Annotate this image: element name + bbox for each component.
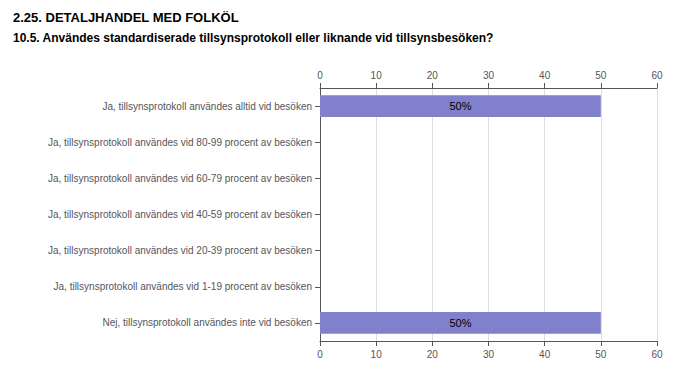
svg-text:60: 60 (651, 70, 663, 81)
svg-text:Ja, tillsynsprotokoll användes: Ja, tillsynsprotokoll användes vid 40-59… (48, 209, 312, 220)
svg-text:Ja, tillsynsprotokoll användes: Ja, tillsynsprotokoll användes vid 20-39… (48, 245, 312, 256)
svg-text:60: 60 (651, 349, 663, 360)
svg-text:50%: 50% (449, 100, 471, 112)
svg-text:2.25. DETALJHANDEL MED FOLKÖL: 2.25. DETALJHANDEL MED FOLKÖL (13, 10, 239, 25)
svg-text:30: 30 (483, 70, 495, 81)
svg-text:Nej, tillsynsprotokoll använde: Nej, tillsynsprotokoll användes inte vid… (102, 317, 312, 328)
svg-text:0: 0 (317, 349, 323, 360)
svg-text:50: 50 (595, 70, 607, 81)
svg-text:40: 40 (539, 70, 551, 81)
svg-text:Ja, tillsynsprotokoll användes: Ja, tillsynsprotokoll användes vid 80-99… (48, 137, 312, 148)
svg-text:10: 10 (371, 349, 383, 360)
svg-text:10.5. Användes standardiserade: 10.5. Användes standardiserade tillsynsp… (13, 31, 493, 45)
svg-text:Ja, tillsynsprotokoll användes: Ja, tillsynsprotokoll användes vid 1-19 … (54, 281, 312, 292)
svg-text:40: 40 (539, 349, 551, 360)
svg-text:20: 20 (427, 349, 439, 360)
svg-text:20: 20 (427, 70, 439, 81)
svg-text:Ja, tillsynsprotokoll användes: Ja, tillsynsprotokoll användes alltid vi… (102, 101, 312, 112)
svg-text:50%: 50% (449, 317, 471, 329)
svg-text:10: 10 (371, 70, 383, 81)
svg-text:30: 30 (483, 349, 495, 360)
svg-text:0: 0 (317, 70, 323, 81)
svg-text:50: 50 (595, 349, 607, 360)
svg-text:Ja, tillsynsprotokoll användes: Ja, tillsynsprotokoll användes vid 60-79… (48, 173, 312, 184)
